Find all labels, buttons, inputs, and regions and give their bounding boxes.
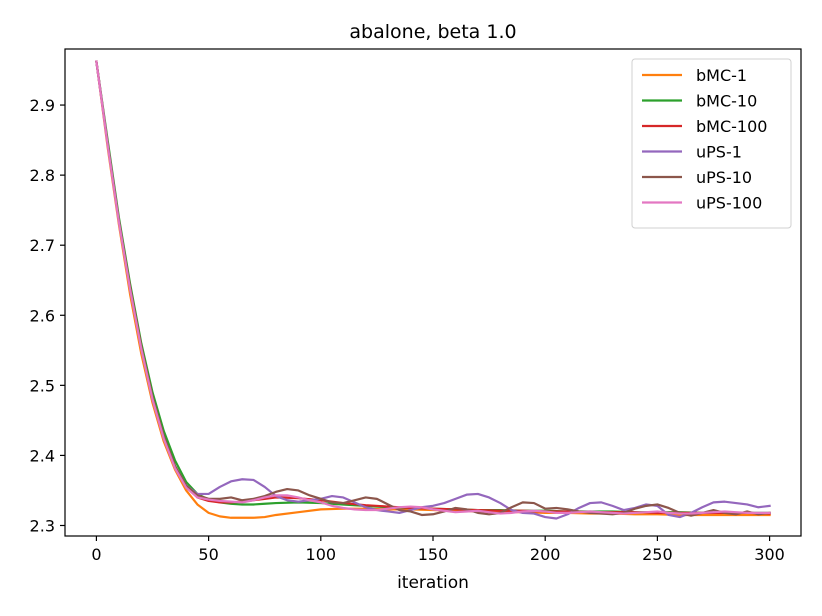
x-tick-label-300: 300 <box>754 545 785 564</box>
legend-label-uPS-10: uPS-10 <box>696 168 752 187</box>
series-lines <box>95 60 771 520</box>
x-tick-label-100: 100 <box>306 545 337 564</box>
y-tick-label-2.8: 2.8 <box>30 166 55 185</box>
y-tick-label-2.7: 2.7 <box>30 236 55 255</box>
legend-label-bMC-10: bMC-10 <box>696 92 757 111</box>
chart-title: abalone, beta 1.0 <box>349 21 516 43</box>
y-tick-label-2.3: 2.3 <box>30 516 55 535</box>
legend-label-uPS-1: uPS-1 <box>696 143 742 162</box>
x-tick-label-250: 250 <box>642 545 673 564</box>
x-tick-label-150: 150 <box>418 545 449 564</box>
x-tick-label-50: 50 <box>198 545 218 564</box>
series-line-uPS-1 <box>95 60 771 520</box>
y-tick-label-2.9: 2.9 <box>30 96 55 115</box>
x-tick-label-200: 200 <box>530 545 561 564</box>
legend-label-bMC-1: bMC-1 <box>696 66 747 85</box>
y-tick-label-2.6: 2.6 <box>30 306 55 325</box>
legend-label-uPS-100: uPS-100 <box>696 194 762 213</box>
x-axis-label: iteration <box>397 573 469 593</box>
series-line-uPS-100 <box>95 60 771 515</box>
axes: 0 50 100 150 200 250 300 2.3 2.4 2.5 2.6 2.7 2.8 2.9 <box>30 48 802 564</box>
legend: bMC-1 bMC-10 bMC-100 uPS-1 uPS-10 uPS-100 <box>631 58 792 229</box>
x-tick-label-0: 0 <box>91 545 101 564</box>
y-tick-label-2.5: 2.5 <box>30 376 55 395</box>
legend-label-bMC-100: bMC-100 <box>696 117 767 136</box>
y-tick-label-2.4: 2.4 <box>30 446 55 465</box>
